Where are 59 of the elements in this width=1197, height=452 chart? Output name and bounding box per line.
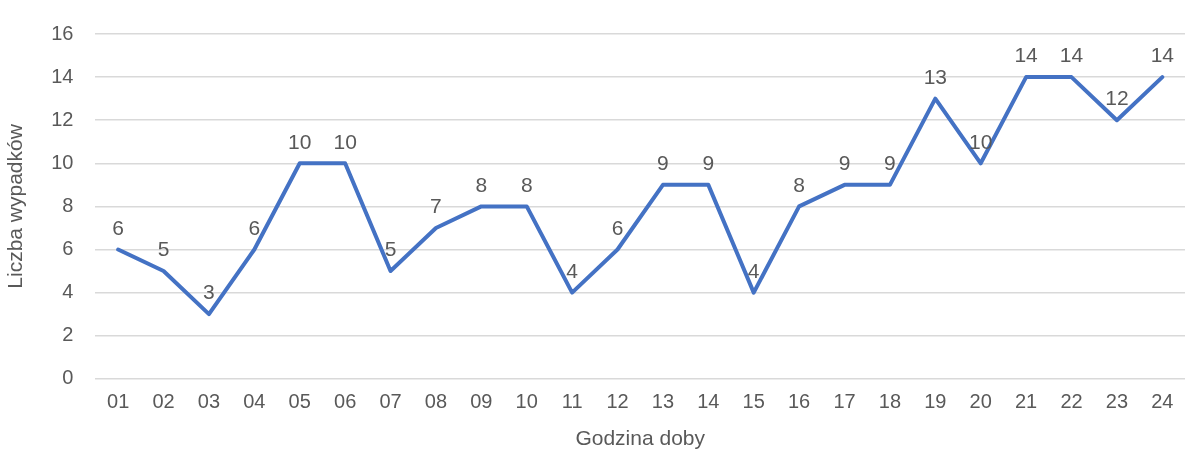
data-label: 10 [333,129,357,153]
y-tick-label: 14 [51,64,74,87]
x-tick-label: 04 [243,390,266,413]
y-tick-label: 16 [51,21,74,44]
y-tick-label: 12 [51,107,74,130]
data-label: 6 [611,215,624,239]
x-tick-label: 11 [561,390,583,413]
y-axis-title: Liczba wypadków [3,123,27,289]
data-label: 9 [884,151,896,175]
y-tick-label: 0 [62,366,74,389]
x-tick-label: 20 [969,390,992,413]
y-tick-label: 4 [62,280,74,303]
x-tick-label: 14 [697,390,720,413]
x-tick-label: 12 [606,390,629,413]
x-tick-label: 22 [1060,390,1083,413]
data-label: 13 [923,64,947,88]
data-label: 5 [157,237,170,261]
x-tick-label: 24 [1151,390,1174,413]
data-label: 9 [702,151,715,175]
data-label: 4 [747,258,760,282]
x-tick-label: 18 [878,390,902,413]
y-tick-label: 2 [62,323,74,346]
data-label: 10 [969,129,993,153]
x-tick-label: 07 [379,390,402,413]
x-tick-label: 03 [197,390,221,413]
x-tick-label: 09 [470,390,493,413]
data-label: 9 [657,151,669,175]
data-label: 10 [288,129,312,153]
x-tick-label: 01 [107,390,130,413]
data-label: 14 [1150,43,1175,67]
y-tick-label: 10 [51,150,74,173]
x-tick-label: 16 [787,390,811,413]
data-label: 8 [520,172,533,196]
data-label: 9 [838,151,851,175]
y-tick-label: 6 [62,237,74,260]
data-label: 7 [430,194,442,218]
y-tick-label: 8 [62,193,74,216]
data-label: 6 [248,215,261,239]
data-label: 6 [112,215,124,239]
x-tick-label: 21 [1014,390,1038,413]
x-tick-label: 17 [833,390,856,413]
x-tick-label: 10 [515,390,538,413]
x-axis-title: Godzina doby [575,426,706,450]
data-label: 8 [793,172,805,196]
data-label: 4 [566,258,579,282]
x-tick-label: 08 [424,390,448,413]
data-label: 8 [475,172,488,196]
x-tick-label: 13 [651,390,675,413]
x-tick-label: 02 [152,390,175,413]
data-label: 14 [1059,43,1084,67]
x-tick-label: 15 [742,390,765,413]
x-tick-label: 05 [288,390,311,413]
data-label: 12 [1105,86,1129,110]
data-label: 5 [384,237,397,261]
data-label: 14 [1014,43,1039,67]
data-label: 3 [203,280,215,304]
x-tick-label: 19 [924,390,947,413]
x-tick-label: 23 [1105,390,1129,413]
x-tick-label: 06 [334,390,357,413]
